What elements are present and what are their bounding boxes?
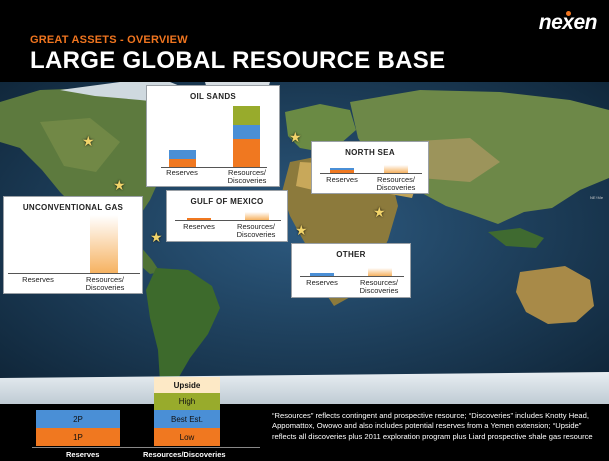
- resources-label: Resources/ Discoveries: [376, 175, 416, 192]
- resources-low-bar: [233, 139, 260, 167]
- resources-upside-bar: [384, 165, 408, 173]
- logo-dot: [565, 11, 571, 16]
- nexen-logo: nexen: [538, 11, 598, 35]
- reserves-label: Reserves: [326, 175, 358, 184]
- watermark: NE↑Me: [590, 195, 604, 200]
- resources-upside-bar: [368, 268, 392, 276]
- oil-sands-panel: OIL SANDS Reserves Resources/ Discoverie…: [146, 85, 280, 187]
- reserves-1p-bar: [330, 170, 354, 173]
- resources-label: Resources/ Discoveries: [236, 222, 276, 239]
- panel-baseline: [320, 173, 422, 174]
- resources-label: Resources/ Discoveries: [85, 275, 125, 292]
- reserves-label: Reserves: [22, 275, 54, 284]
- header: GREAT ASSETS - OVERVIEW LARGE GLOBAL RES…: [0, 0, 609, 82]
- legend-2p: 2P: [36, 410, 120, 428]
- panel-baseline: [175, 220, 281, 221]
- panel-baseline: [161, 167, 267, 168]
- legend-baseline: [32, 447, 260, 448]
- reserves-1p-bar: [187, 218, 211, 220]
- resources-upside-bar: [245, 212, 269, 220]
- logo-text: nexen: [538, 11, 598, 34]
- legend-high: High: [154, 393, 220, 410]
- reserves-label: Reserves: [306, 278, 338, 287]
- section-kicker: GREAT ASSETS - OVERVIEW: [30, 34, 188, 46]
- star-icon: ★: [289, 129, 302, 145]
- panel-title: UNCONVENTIONAL GAS: [22, 203, 124, 212]
- star-icon: ★: [373, 204, 386, 220]
- other-panel: OTHER Reserves Resources/ Discoveries: [291, 243, 411, 298]
- gulf-of-mexico-panel: GULF OF MEXICO Reserves Resources/ Disco…: [166, 190, 288, 242]
- reserves-1p-bar: [169, 159, 196, 167]
- legend-1p: 1P: [36, 428, 120, 446]
- panel-title: GULF OF MEXICO: [190, 197, 264, 206]
- legend-upside: Upside: [154, 377, 220, 393]
- panel-title: OIL SANDS: [189, 92, 237, 101]
- panel-baseline: [300, 276, 404, 277]
- panel-title: OTHER: [336, 250, 366, 259]
- reserves-label: Reserves: [166, 168, 198, 177]
- reserves-2p-bar: [310, 273, 334, 276]
- legend-low: Low: [154, 428, 220, 446]
- footnote: “Resources” reflects contingent and pros…: [272, 411, 593, 441]
- legend-resources-label: Resources/Discoveries: [143, 450, 226, 459]
- reserves-2p-bar: [330, 168, 354, 170]
- resources-label: Resources/ Discoveries: [359, 278, 399, 295]
- resources-upside-bar: [90, 215, 118, 273]
- unconventional-gas-panel: UNCONVENTIONAL GAS Reserves Resources/ D…: [3, 196, 143, 294]
- star-icon: ★: [82, 133, 95, 149]
- resources-label: Resources/ Discoveries: [227, 168, 267, 185]
- reserves-2p-bar: [169, 150, 196, 159]
- star-icon: ★: [150, 229, 163, 245]
- star-icon: ★: [295, 222, 308, 238]
- resources-best-bar: [233, 125, 260, 139]
- legend-reserves-label: Reserves: [66, 450, 100, 459]
- reserves-label: Reserves: [183, 222, 215, 231]
- panel-title: NORTH SEA: [345, 148, 395, 157]
- resources-high-bar: [233, 106, 260, 125]
- north-sea-panel: NORTH SEA Reserves Resources/ Discoverie…: [311, 141, 429, 194]
- panel-baseline: [8, 273, 140, 274]
- star-icon: ★: [113, 177, 126, 193]
- slide-title: LARGE GLOBAL RESOURCE BASE: [30, 47, 446, 74]
- legend: 2P 1P Reserves Resources/Discoveries: [0, 404, 609, 461]
- legend-best-est: Best Est.: [154, 410, 220, 428]
